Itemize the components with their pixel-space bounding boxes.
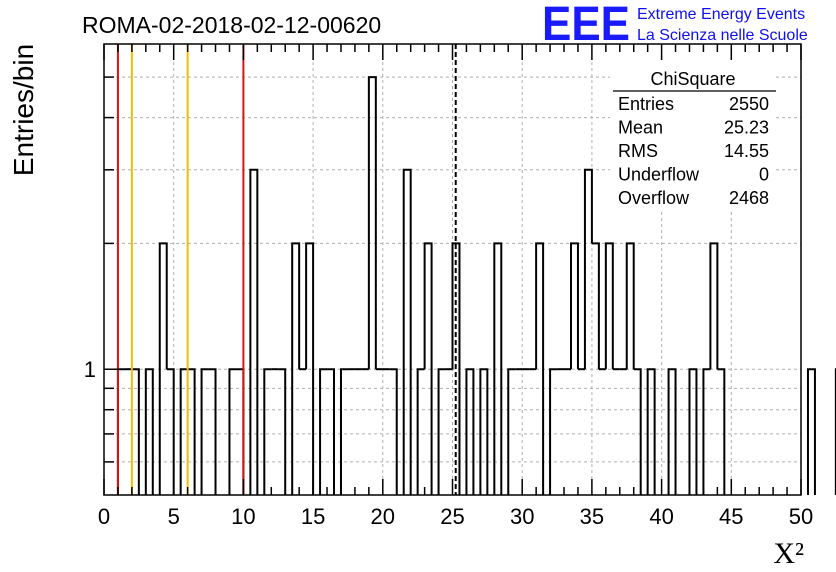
histogram-bin <box>291 242 301 495</box>
stats-box: ChiSquare Entries 2550 Mean 25.23 RMS 14.55 Un… <box>610 62 776 212</box>
histogram-bin <box>305 242 315 495</box>
x-tick-label: 15 <box>301 504 325 529</box>
histogram-bin <box>158 242 168 495</box>
histogram-bin <box>451 242 461 495</box>
histogram-bin <box>479 368 489 495</box>
histogram-bin <box>702 368 711 495</box>
histogram-bin <box>625 242 635 370</box>
histogram-bin <box>144 368 154 495</box>
x-tick-label: 30 <box>510 504 534 529</box>
x-tick-label: 20 <box>371 504 395 529</box>
histogram-bin <box>208 368 217 495</box>
histogram-bin <box>131 368 140 495</box>
histogram-bin <box>278 368 287 495</box>
stats-value: 0 <box>759 165 769 185</box>
y-axis-title: Entries/bin <box>8 44 39 176</box>
chart-title: ROMA-02-2018-02-12-00620 <box>82 12 381 38</box>
histogram-bin <box>179 368 188 495</box>
stats-title: ChiSquare <box>650 69 735 89</box>
x-tick-label: 0 <box>98 504 110 529</box>
histogram-bin <box>688 368 698 495</box>
histogram-bin <box>591 242 600 370</box>
stats-box-background <box>610 62 776 212</box>
stats-value: 2468 <box>729 188 769 208</box>
histogram-bin <box>806 368 816 495</box>
histogram-bin <box>327 368 336 495</box>
histogram-bin <box>423 242 433 495</box>
histogram-bin <box>507 368 516 495</box>
histogram-bin <box>633 368 642 495</box>
stats-value: 14.55 <box>724 141 769 161</box>
histogram-bin <box>416 368 425 495</box>
logo-mark: EEE <box>542 0 630 51</box>
histogram-bin <box>200 368 209 495</box>
histogram-bin <box>569 242 579 370</box>
histogram-bin <box>339 368 348 495</box>
stats-label: Overflow <box>618 188 690 208</box>
histogram-bin <box>402 168 412 495</box>
histogram-bin <box>437 368 446 495</box>
eee-logo: EEE Extreme Energy Events La Scienza nel… <box>542 0 808 51</box>
x-tick-label: 50 <box>789 504 813 529</box>
stats-value: 2550 <box>729 94 769 114</box>
histogram-bin <box>493 242 503 495</box>
y-axis: 1 <box>84 76 124 463</box>
logo-line1: Extreme Energy Events <box>637 6 805 23</box>
histogram-bin <box>583 168 593 370</box>
histogram-bin <box>263 368 272 495</box>
x-axis: 0 5 10 15 20 25 30 35 40 45 50 <box>98 44 813 529</box>
x-tick-label: 10 <box>231 504 255 529</box>
histogram-bin <box>604 242 614 370</box>
histogram-bin <box>667 368 677 495</box>
histogram-bin <box>319 368 328 495</box>
marker-lines <box>116 44 457 495</box>
histogram-bin <box>367 76 377 370</box>
logo-line2: La Scienza nelle Scuole <box>637 27 808 44</box>
histogram-bin <box>249 168 259 495</box>
stats-value: 25.23 <box>724 118 769 138</box>
histogram-bin <box>535 242 545 495</box>
stats-label: Mean <box>618 118 663 138</box>
stats-label: Underflow <box>618 165 700 185</box>
histogram-bin <box>717 368 726 495</box>
x-tick-label: 25 <box>440 504 464 529</box>
histogram-bin <box>187 368 196 495</box>
histogram-bin <box>166 368 175 495</box>
x-tick-label: 5 <box>168 504 180 529</box>
y-tick-label: 1 <box>84 357 96 382</box>
histogram-bin <box>549 368 558 495</box>
x-tick-label: 45 <box>719 504 743 529</box>
stats-label: Entries <box>618 94 674 114</box>
x-tick-label: 35 <box>580 504 604 529</box>
histogram-bin <box>646 368 656 495</box>
x-tick-label: 40 <box>649 504 673 529</box>
x-axis-title: X² <box>773 537 804 570</box>
histogram-bin <box>228 368 237 495</box>
histogram-bin <box>465 368 475 495</box>
histogram-bin <box>389 368 398 495</box>
histogram-bin <box>709 242 719 370</box>
stats-label: RMS <box>618 141 658 161</box>
